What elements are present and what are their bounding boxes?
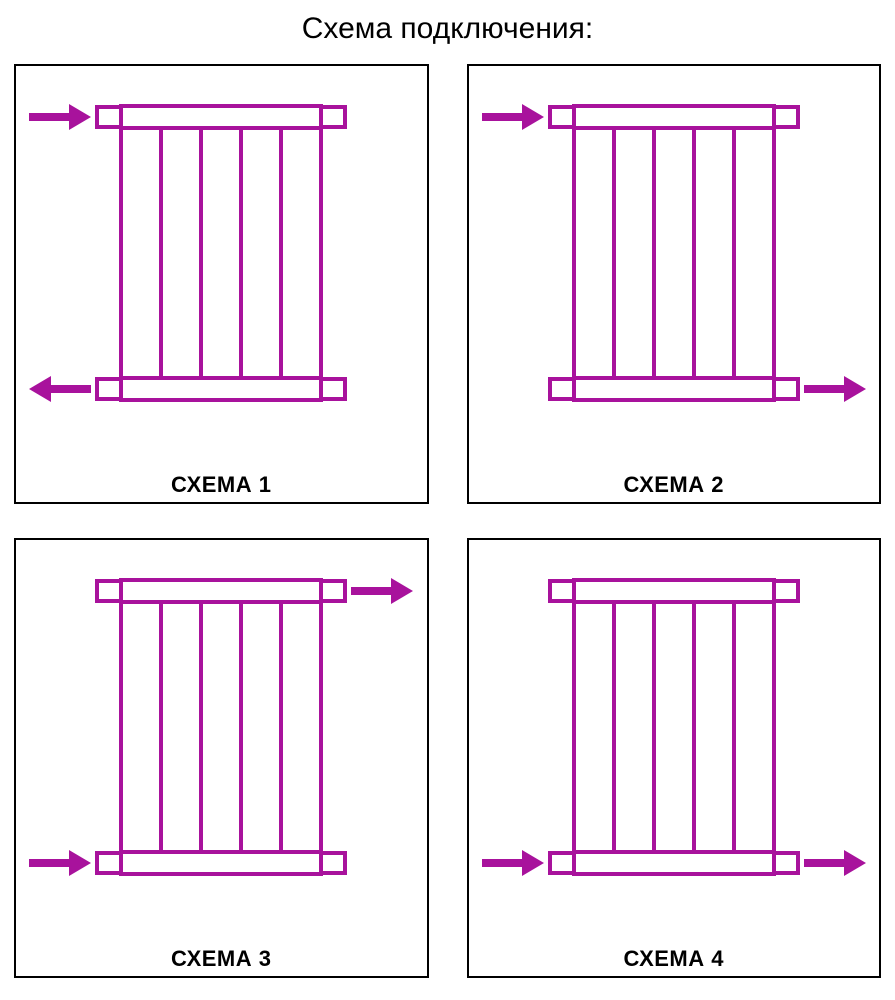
panel-scheme-4: СХЕМА 4 <box>467 538 882 978</box>
panel-label-4: СХЕМА 4 <box>624 946 724 972</box>
panel-label-1: СХЕМА 1 <box>171 472 271 498</box>
panel-scheme-1: СХЕМА 1 <box>14 64 429 504</box>
panel-scheme-2: СХЕМА 2 <box>467 64 882 504</box>
panel-label-3: СХЕМА 3 <box>171 946 271 972</box>
diagram-grid: СХЕМА 1 СХЕМА 2 СХЕМА 3 СХЕМА 4 <box>0 64 895 992</box>
diagram-scheme-4 <box>469 540 879 940</box>
page-title: Схема подключения: <box>0 0 895 64</box>
panel-scheme-3: СХЕМА 3 <box>14 538 429 978</box>
diagram-scheme-1 <box>16 66 426 466</box>
panel-label-2: СХЕМА 2 <box>624 472 724 498</box>
diagram-scheme-2 <box>469 66 879 466</box>
diagram-scheme-3 <box>16 540 426 940</box>
